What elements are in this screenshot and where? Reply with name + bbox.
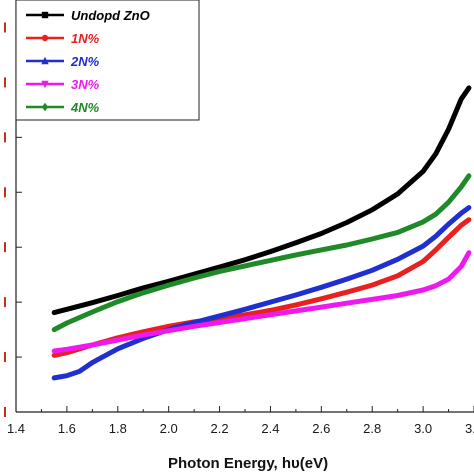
series-layer xyxy=(51,85,472,381)
x-tick-label: 2.8 xyxy=(363,421,381,436)
y-tick-label-fragment xyxy=(4,22,6,33)
y-tick-label-fragment xyxy=(4,242,6,253)
y-tick-label-fragment xyxy=(4,297,6,308)
x-axis-title: Photon Energy, hυ(eV) xyxy=(168,455,328,472)
series-line-2 xyxy=(51,205,472,381)
y-tick-label-fragment xyxy=(4,132,6,143)
legend-label-2: 2N% xyxy=(70,54,100,69)
x-tick-label: 1.6 xyxy=(58,421,76,436)
legend-label-3: 3N% xyxy=(71,77,100,92)
legend: Undopd ZnO 1N% 2N% 3N% 4N% xyxy=(15,0,200,121)
x-ticks: 1.4 1.6 1.8 2.0 2.2 2.4 2.6 2.8 3.0 3.2 xyxy=(7,406,474,436)
series-line-4 xyxy=(51,173,472,333)
x-tick-label: 3.2 xyxy=(465,421,474,436)
x-tick-label: 1.8 xyxy=(109,421,127,436)
legend-label-0: Undopd ZnO xyxy=(71,8,150,23)
x-tick-label: 1.4 xyxy=(7,421,25,436)
marker-triangle-up xyxy=(41,56,49,65)
x-tick-label: 3.0 xyxy=(414,421,432,436)
y-tick-label-fragment xyxy=(4,352,6,363)
x-tick-label: 2.2 xyxy=(211,421,229,436)
y-tick-label-fragment xyxy=(4,407,6,417)
y-ticks xyxy=(4,22,22,417)
marker-square xyxy=(41,11,49,19)
x-tick-label: 2.0 xyxy=(160,421,178,436)
marker-circle xyxy=(41,34,49,42)
x-tick-label: 2.6 xyxy=(312,421,330,436)
marker-triangle-down xyxy=(41,80,49,89)
series-line-0 xyxy=(51,85,472,316)
legend-label-4: 4N% xyxy=(70,100,100,115)
x-tick-label: 2.4 xyxy=(261,421,279,436)
legend-label-1: 1N% xyxy=(71,31,100,46)
y-tick-label-fragment xyxy=(4,187,6,198)
marker-diamond xyxy=(41,102,49,112)
series-line-3 xyxy=(51,250,472,354)
y-tick-label-fragment xyxy=(4,77,6,88)
